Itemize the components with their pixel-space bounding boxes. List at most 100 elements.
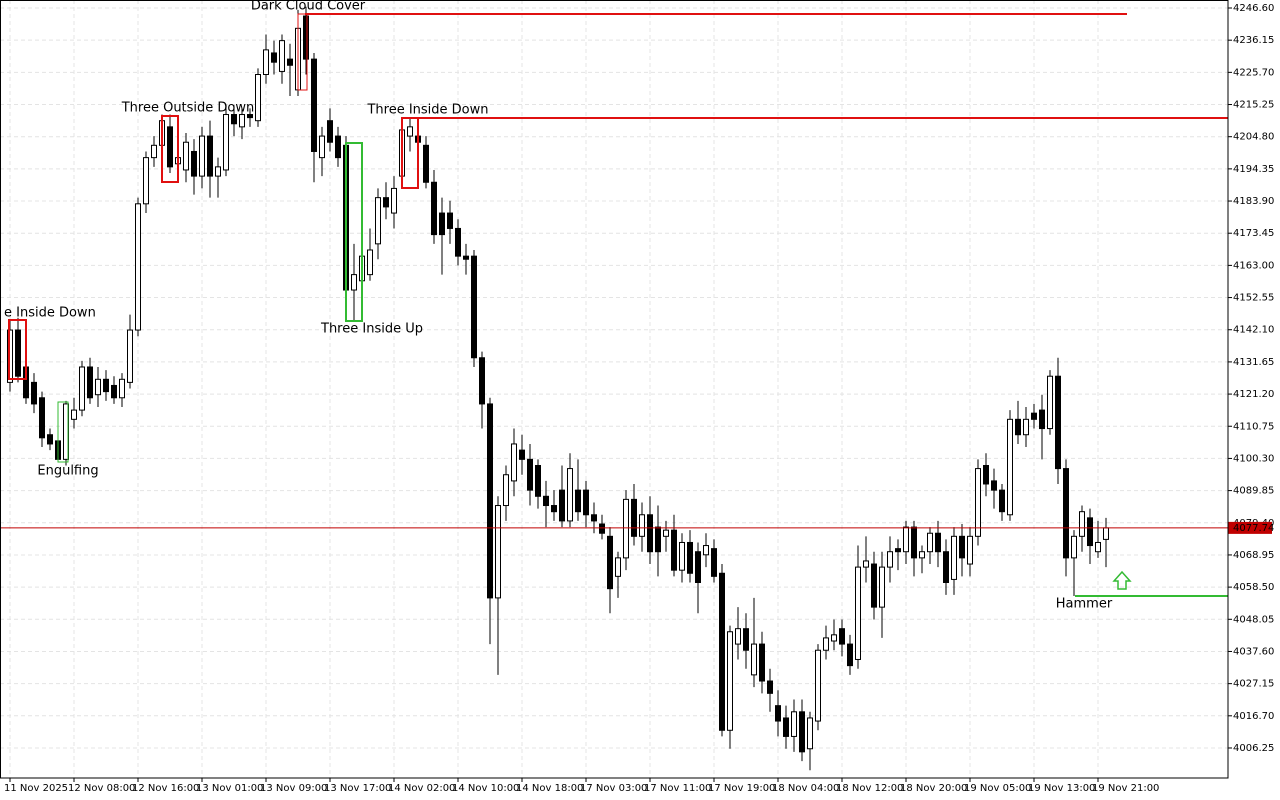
- candle-body: [303, 15, 309, 60]
- candle-body: [239, 114, 245, 128]
- candle-body: [879, 566, 885, 608]
- candle-body: [919, 551, 925, 559]
- candle-body: [463, 255, 469, 260]
- candle-body: [279, 40, 285, 72]
- candle-body: [287, 58, 293, 66]
- candle-body: [615, 557, 621, 577]
- x-tick-label: 18 Nov 04:00: [772, 783, 839, 794]
- price-tag-label: 4077.74: [1233, 523, 1274, 534]
- y-tick-label: 4173.45: [1233, 228, 1274, 239]
- candle-body: [503, 474, 509, 507]
- candle-body: [951, 535, 957, 580]
- grid-layer: [0, 0, 1228, 778]
- candle-body: [487, 403, 493, 599]
- candle-body: [559, 489, 565, 522]
- candle-body: [631, 498, 637, 537]
- candle-body: [31, 381, 37, 405]
- candle-body: [663, 529, 669, 537]
- candle-body: [87, 366, 93, 399]
- y-tick-label: 4163.00: [1233, 260, 1274, 271]
- candle-body: [943, 551, 949, 583]
- candle-body: [871, 563, 877, 608]
- candle-body: [447, 212, 453, 229]
- candle-body: [999, 489, 1005, 513]
- candle-body: [431, 181, 437, 236]
- candle-body: [1063, 468, 1069, 559]
- x-tick-label: 18 Nov 20:00: [900, 783, 967, 794]
- y-tick-label: 4152.55: [1233, 293, 1274, 304]
- pattern-box: [345, 142, 363, 322]
- candle-body: [791, 711, 797, 737]
- candle-body: [247, 114, 253, 119]
- candle-layer: [7, 6, 1109, 771]
- candle-body: [775, 705, 781, 722]
- candle-body: [647, 514, 653, 553]
- candle-body: [703, 545, 709, 556]
- candle-body: [423, 144, 429, 183]
- candle-body: [95, 378, 101, 396]
- candle-body: [511, 443, 517, 482]
- candle-body: [1047, 375, 1053, 430]
- x-tick-label: 19 Nov 21:00: [1092, 783, 1159, 794]
- candle-body: [479, 357, 485, 405]
- candle-body: [583, 489, 589, 516]
- annotations: e Inside Down Engulfing Three Outside Do…: [4, 0, 1228, 612]
- y-tick-label: 4183.90: [1233, 196, 1274, 207]
- candle-body: [807, 717, 813, 750]
- candle-body: [1087, 517, 1093, 547]
- y-tick-label: 4121.20: [1233, 389, 1274, 400]
- candle-body: [127, 329, 133, 383]
- candle-body: [911, 526, 917, 559]
- pattern-label: Three Inside Down: [366, 103, 488, 118]
- candle-body: [863, 560, 869, 568]
- y-tick-label: 4194.35: [1233, 164, 1274, 175]
- y-tick-label: 4048.05: [1233, 614, 1274, 625]
- x-tick-label: 12 Nov 08:00: [68, 783, 135, 794]
- candle-body: [15, 329, 21, 377]
- candle-body: [439, 212, 445, 236]
- y-tick-label: 4236.15: [1233, 35, 1274, 46]
- candle-body: [519, 449, 525, 460]
- candle-body: [679, 541, 685, 571]
- candle-body: [471, 255, 477, 359]
- x-tick-label: 14 Nov 02:00: [388, 783, 455, 794]
- x-tick-label: 12 Nov 16:00: [132, 783, 199, 794]
- candle-body: [903, 526, 909, 553]
- candle-body: [983, 465, 989, 485]
- candle-body: [895, 548, 901, 553]
- x-tick-label: 13 Nov 01:00: [196, 783, 263, 794]
- pattern-box: [8, 319, 27, 380]
- candle-body: [375, 197, 381, 245]
- candle-body: [855, 566, 861, 660]
- y-tick-label: 4027.15: [1233, 679, 1274, 690]
- candle-body: [759, 643, 765, 682]
- candle-body: [167, 126, 173, 168]
- x-tick-label: 17 Nov 03:00: [580, 783, 647, 794]
- y-tick-label: 4131.65: [1233, 357, 1274, 368]
- y-tick-label: 4016.70: [1233, 711, 1274, 722]
- candle-body: [1007, 418, 1013, 516]
- pattern-box: [161, 115, 179, 183]
- candle-body: [695, 551, 701, 583]
- x-tick-label: 13 Nov 09:00: [260, 783, 327, 794]
- candle-body: [263, 49, 269, 76]
- candle-body: [1039, 409, 1045, 430]
- candle-body: [143, 157, 149, 205]
- candle-body: [655, 526, 661, 553]
- candle-body: [255, 74, 261, 122]
- candle-body: [527, 458, 533, 491]
- x-tick-label: 14 Nov 10:00: [452, 783, 519, 794]
- candle-body: [207, 135, 213, 177]
- plot-frame: [0, 0, 1229, 779]
- candle-body: [623, 498, 629, 559]
- y-tick-label: 4068.95: [1233, 550, 1274, 561]
- candle-body: [1031, 412, 1037, 420]
- y-tick-label: 4006.25: [1233, 743, 1274, 754]
- pattern-label: Hammer: [1056, 597, 1113, 612]
- candle-body: [455, 227, 461, 257]
- candle-body: [111, 384, 117, 399]
- candle-body: [975, 468, 981, 537]
- candle-body: [71, 409, 77, 420]
- candle-body: [719, 572, 725, 731]
